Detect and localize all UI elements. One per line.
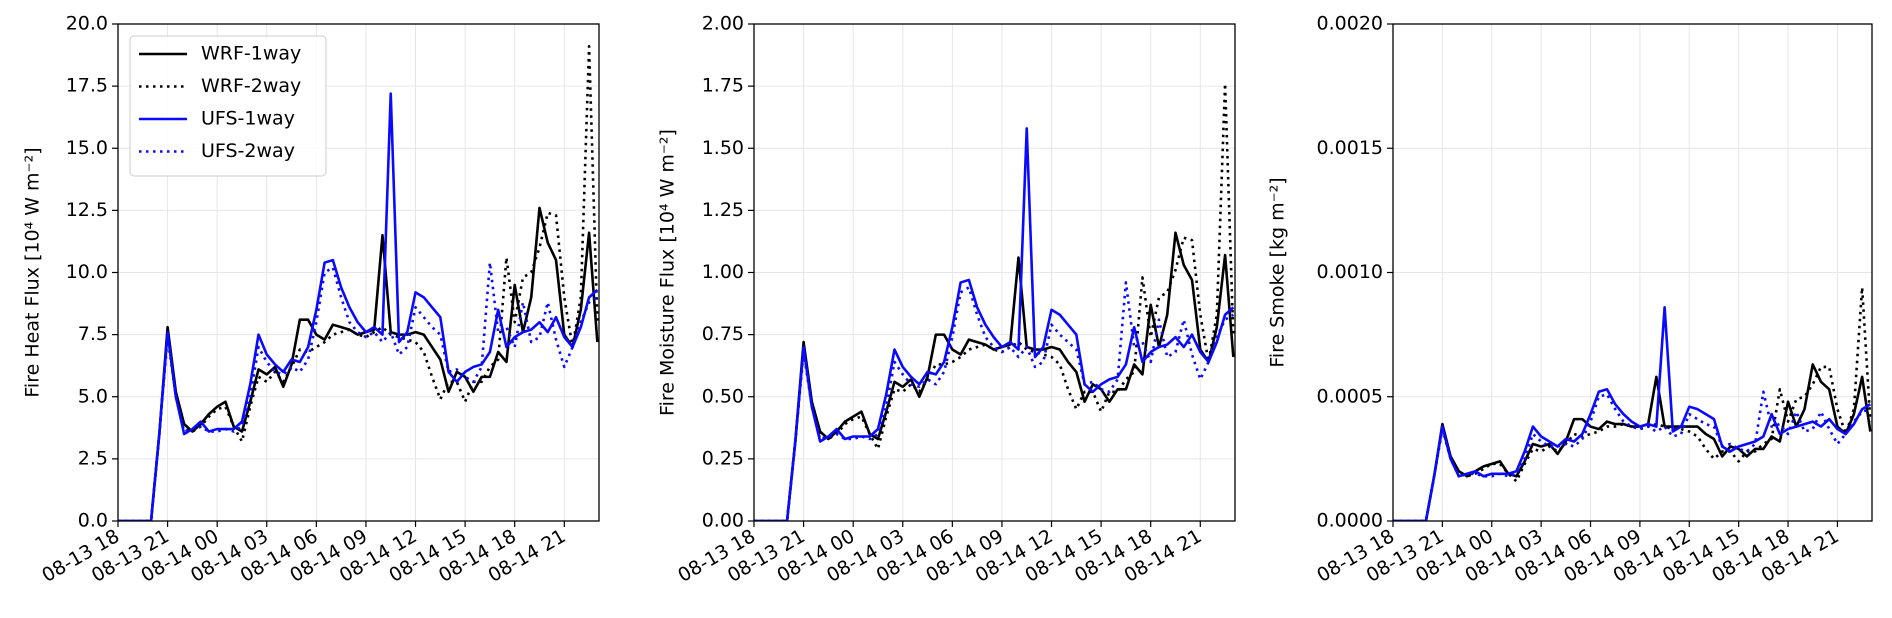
- series-line: [118, 45, 599, 521]
- y-tick-label: 1.75: [702, 75, 744, 97]
- y-tick-label: 0.0005: [1317, 385, 1383, 407]
- y-tick-label: 0.0: [78, 510, 108, 532]
- legend-label: UFS-2way: [201, 140, 295, 162]
- series-line: [1393, 390, 1871, 521]
- legend-label: WRF-2way: [201, 75, 301, 97]
- series-line: [1393, 286, 1872, 521]
- y-tick-label: 0.50: [702, 385, 744, 407]
- series-line: [1393, 305, 1872, 521]
- y-tick-label: 0.75: [702, 323, 744, 345]
- series-line: [118, 206, 599, 521]
- y-tick-label: 17.5: [66, 75, 108, 97]
- y-tick-label: 2.5: [78, 447, 108, 469]
- y-tick-label: 1.50: [702, 137, 744, 159]
- y-tick-label: 0.00: [702, 510, 744, 532]
- plot-frame: [1392, 23, 1873, 522]
- y-tick-label: 2.00: [702, 13, 744, 35]
- legend-label: WRF-1way: [201, 43, 301, 65]
- y-tick-label: 15.0: [66, 137, 108, 159]
- y-tick-label: 1.25: [702, 199, 744, 221]
- series-line: [754, 127, 1235, 521]
- y-tick-label: 0.0020: [1317, 13, 1383, 35]
- plot-frame: [117, 23, 600, 522]
- legend: WRF-1way WRF-2way UFS-1way UFS-2way: [129, 35, 327, 177]
- y-tick-label: 0.0000: [1317, 510, 1383, 532]
- series-line: [754, 231, 1235, 521]
- series-line: [118, 261, 599, 521]
- y-tick-label: 0.0015: [1317, 137, 1383, 159]
- y-tick-label: 0.0010: [1317, 261, 1383, 283]
- series-line: [1393, 363, 1872, 521]
- series-line: [118, 92, 599, 521]
- y-tick-label: 1.00: [702, 261, 744, 283]
- y-axis-label: Fire Moisture Flux [10⁴ W m⁻²]: [657, 129, 679, 416]
- series-line: [754, 281, 1235, 521]
- y-tick-label: 20.0: [66, 13, 108, 35]
- y-tick-label: 10.0: [66, 261, 108, 283]
- y-tick-label: 7.5: [78, 323, 108, 345]
- series-line: [754, 82, 1235, 521]
- y-axis-label: Fire Heat Flux [10⁴ W m⁻²]: [22, 147, 44, 397]
- y-tick-label: 0.25: [702, 447, 744, 469]
- y-axis-label: Fire Smoke [kg m⁻²]: [1267, 177, 1289, 367]
- plot-frame: [753, 23, 1236, 522]
- legend-label: UFS-1way: [201, 108, 295, 130]
- y-tick-label: 5.0: [78, 385, 108, 407]
- legend-box: [129, 35, 327, 177]
- y-tick-label: 12.5: [66, 199, 108, 221]
